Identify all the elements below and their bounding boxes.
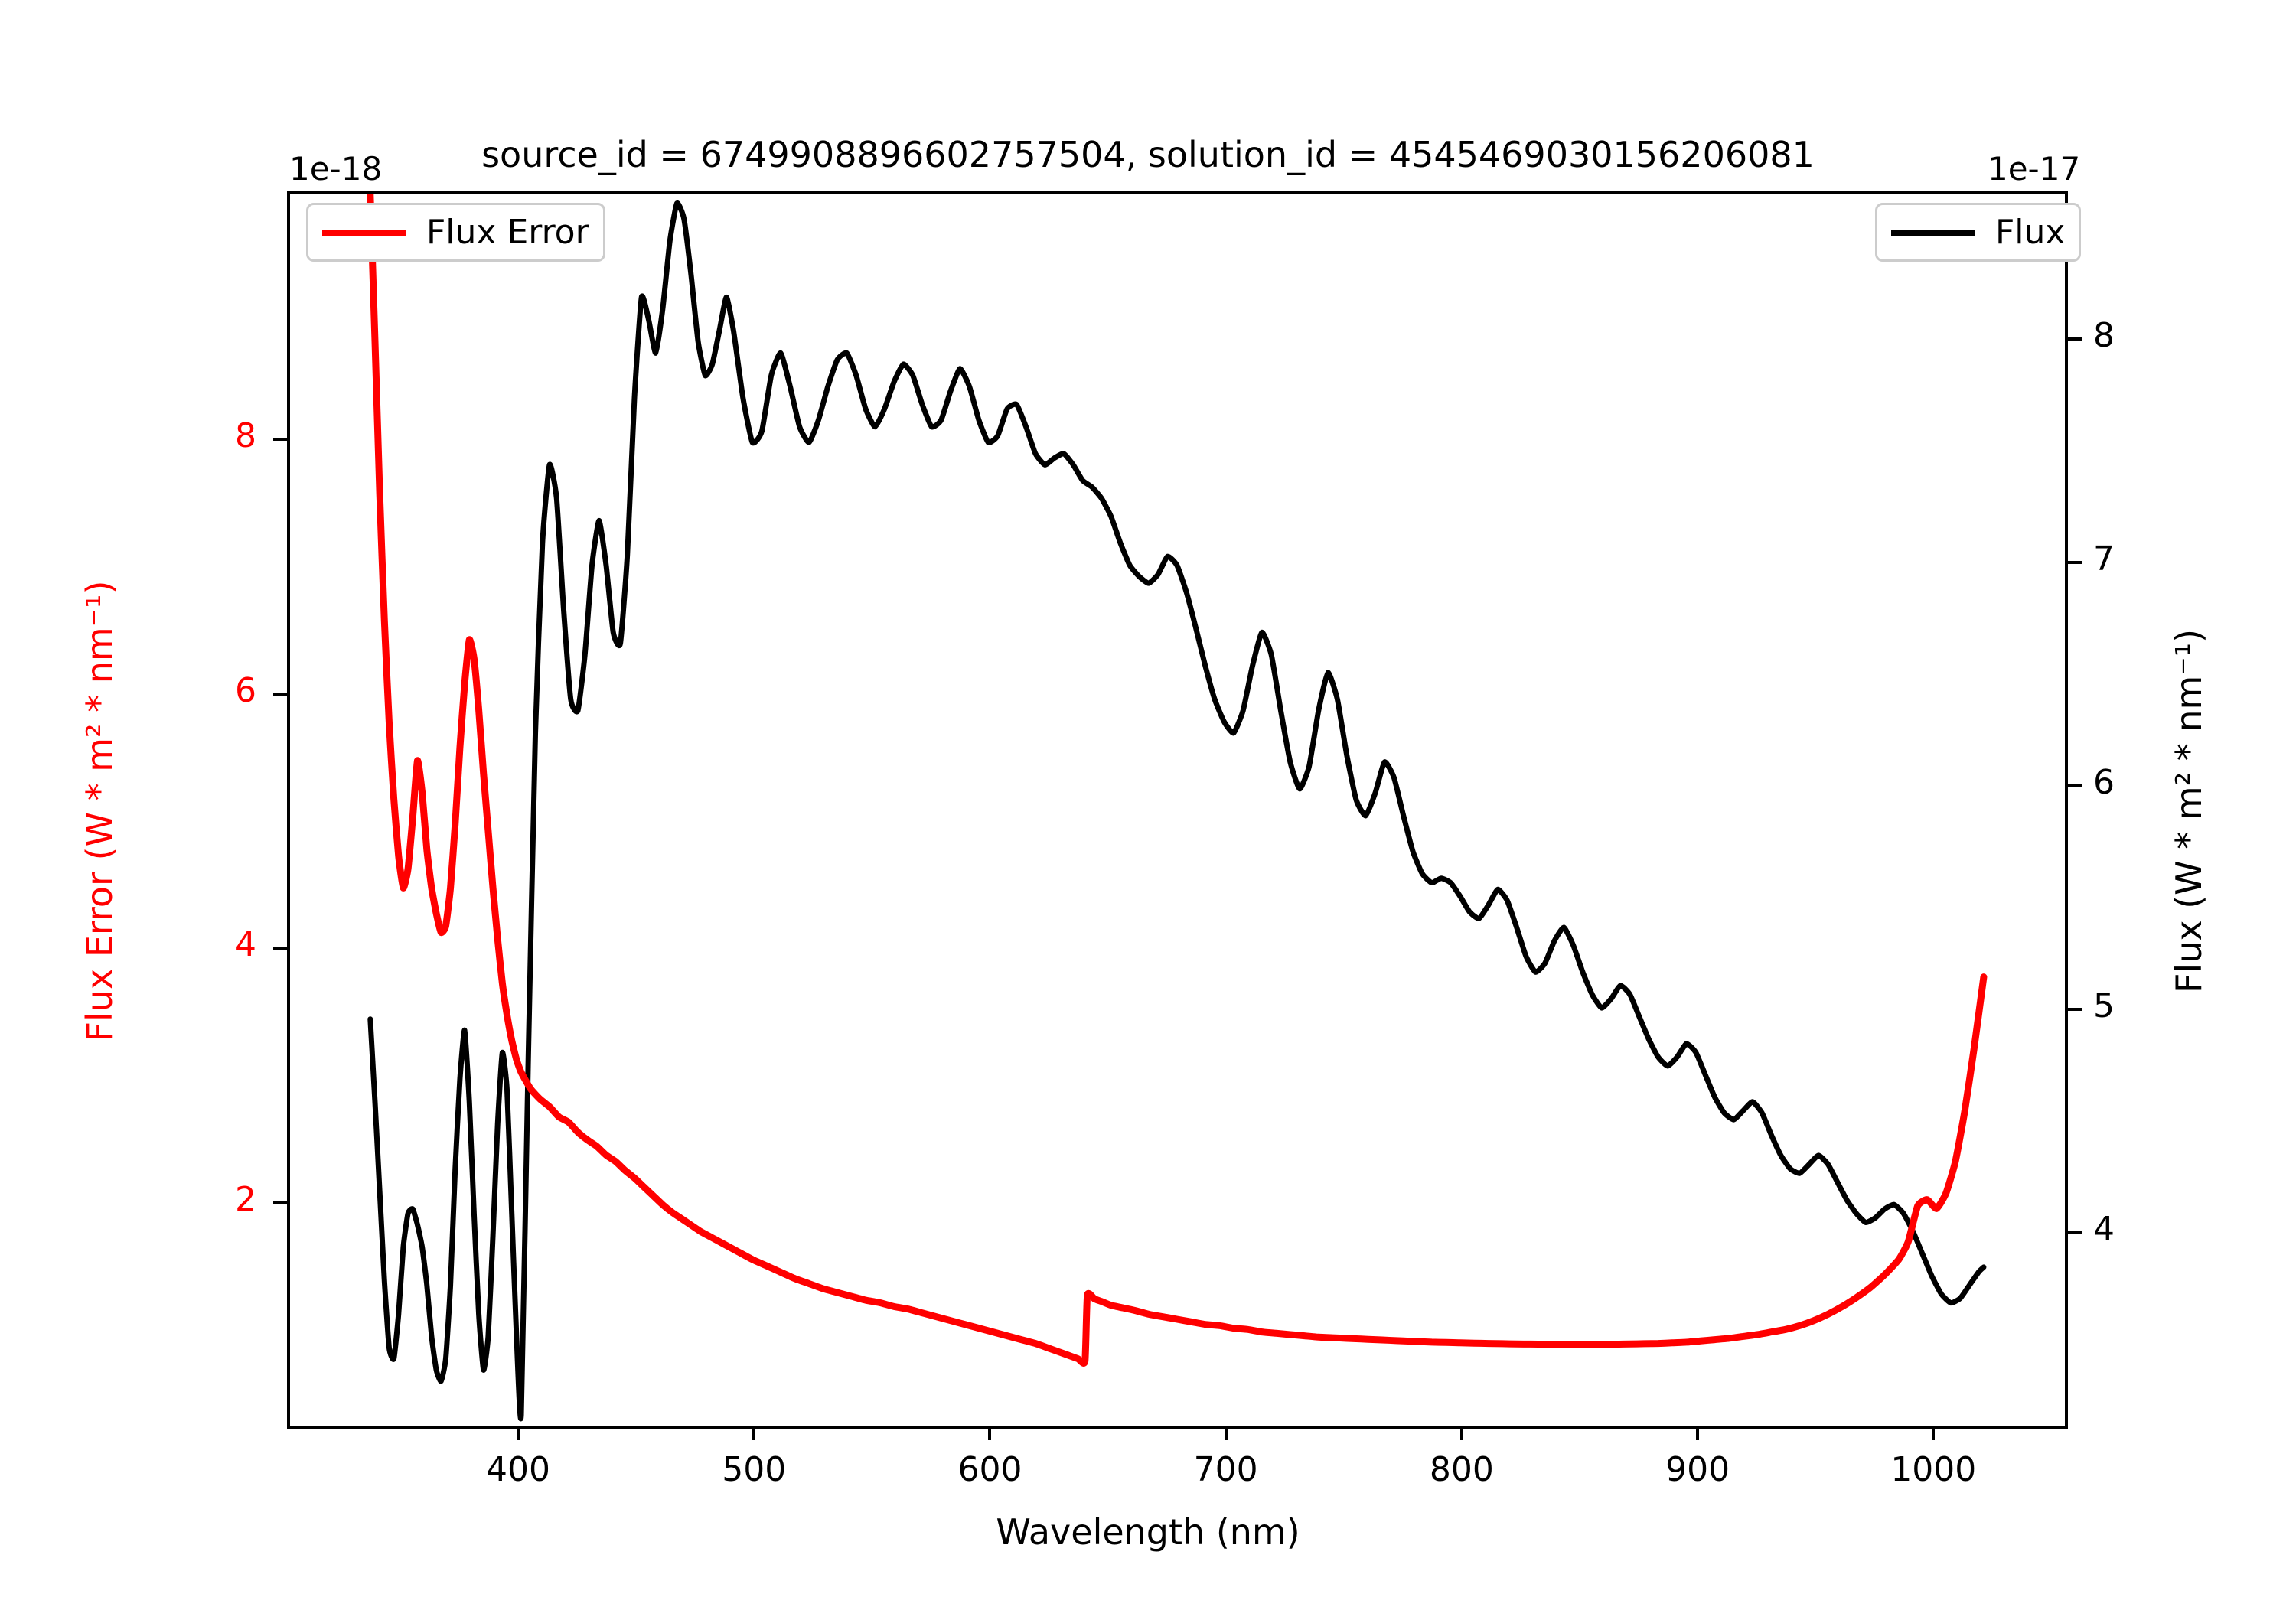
- y-right-tick-mark: [2068, 560, 2082, 564]
- x-tick-label: 800: [1429, 1450, 1494, 1489]
- y-right-tick-mark: [2068, 337, 2082, 341]
- y-right-tick-label: 7: [2093, 539, 2115, 579]
- y-left-tick-label: 8: [235, 416, 256, 456]
- x-tick-mark: [988, 1426, 992, 1440]
- spectrum-curves: [367, 194, 1988, 1421]
- y-left-tick-label: 2: [235, 1180, 256, 1219]
- y-right-tick-mark: [2068, 1231, 2082, 1234]
- x-tick-label: 1000: [1890, 1450, 1977, 1489]
- x-tick-mark: [1459, 1426, 1463, 1440]
- legend-flux-error[interactable]: Flux Error: [306, 203, 605, 262]
- x-tick-mark: [1224, 1426, 1228, 1440]
- x-axis-label: Wavelength (nm): [996, 1511, 1300, 1553]
- y-left-tick-mark: [273, 947, 287, 950]
- x-tick-mark: [752, 1426, 756, 1440]
- y-right-tick-label: 5: [2093, 986, 2115, 1025]
- x-tick-label: 600: [957, 1450, 1022, 1489]
- y-axis-right-label-text: Flux (W * m² * nm⁻¹): [2168, 628, 2210, 994]
- right-axis-offset-text: 1e-17: [1988, 150, 2081, 187]
- plot-title: source_id = 6749908896602757504, solutio…: [481, 134, 1815, 175]
- legend-flux[interactable]: Flux: [1875, 203, 2082, 262]
- left-axis-offset-text: 1e-18: [289, 150, 383, 187]
- y-left-tick-mark: [273, 1201, 287, 1204]
- plot-canvas: [290, 194, 2065, 1426]
- y-right-tick-label: 4: [2093, 1209, 2115, 1249]
- x-tick-label: 700: [1193, 1450, 1258, 1489]
- legend-label-flux: Flux: [1995, 213, 2066, 252]
- x-tick-mark: [517, 1426, 520, 1440]
- y-right-tick-label: 6: [2093, 762, 2115, 802]
- y-left-tick-mark: [273, 438, 287, 442]
- y-axis-right-label: Flux (W * m² * nm⁻¹): [2166, 275, 2212, 1347]
- x-tick-label: 500: [722, 1450, 787, 1489]
- x-tick-label: 900: [1665, 1450, 1730, 1489]
- flux-error-line: [367, 194, 1988, 1367]
- x-tick-mark: [1932, 1426, 1936, 1440]
- y-axis-left-label: Flux Error (W * m² * nm⁻¹): [77, 275, 122, 1347]
- y-left-tick-label: 4: [235, 925, 256, 965]
- legend-line-icon: [322, 229, 406, 236]
- legend-label-flux-error: Flux Error: [426, 213, 589, 252]
- y-axis-left-label-text: Flux Error (W * m² * nm⁻¹): [79, 580, 120, 1042]
- y-left-tick-label: 6: [235, 670, 256, 710]
- y-right-tick-mark: [2068, 1007, 2082, 1011]
- legend-line-icon: [1891, 229, 1975, 236]
- plot-area: [287, 191, 2068, 1429]
- x-tick-mark: [1696, 1426, 1700, 1440]
- y-right-tick-mark: [2068, 784, 2082, 787]
- x-tick-label: 400: [486, 1450, 551, 1489]
- flux-line: [367, 200, 1987, 1421]
- y-left-tick-mark: [273, 692, 287, 696]
- y-right-tick-label: 8: [2093, 315, 2115, 355]
